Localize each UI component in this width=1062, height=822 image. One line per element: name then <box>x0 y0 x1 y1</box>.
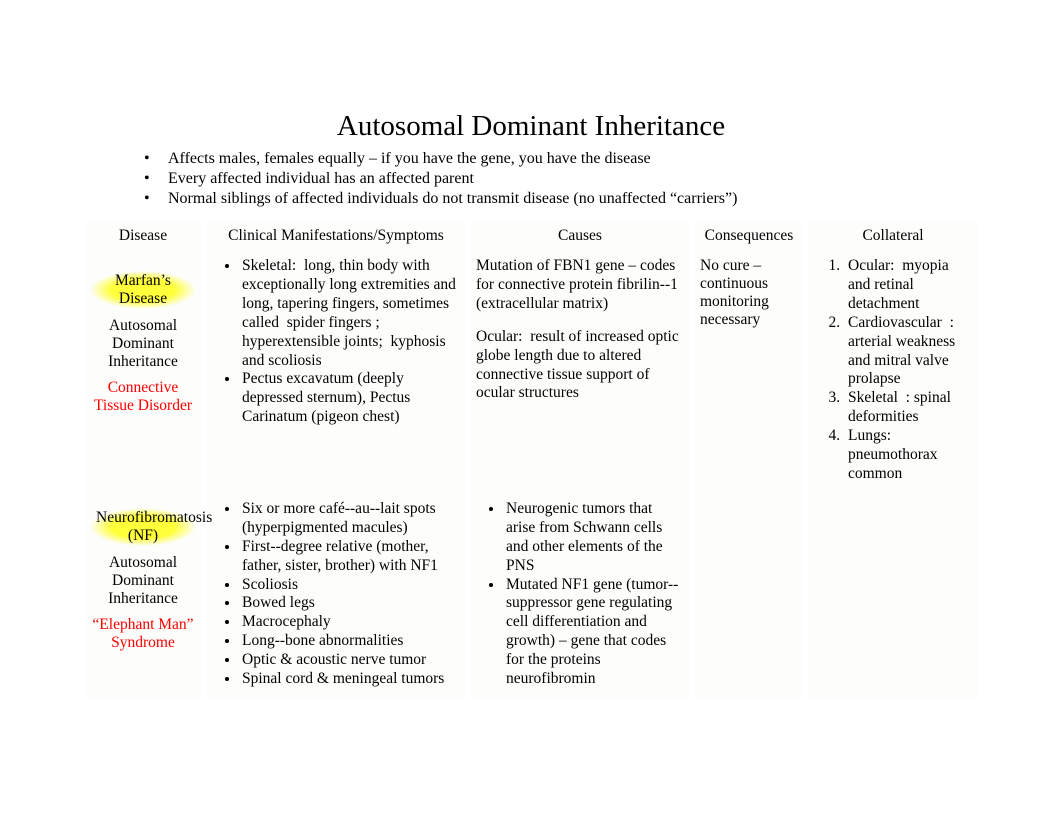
cell-clinical: Six or more café-­-au-­-lait spots (hype… <box>206 494 466 699</box>
list-item: Skeletal : spinal deformities <box>844 389 972 427</box>
cell-consequences: No cure – continuous monitoring necessar… <box>694 251 804 494</box>
list-item: Neurogenic tumors that arise from Schwan… <box>504 500 684 576</box>
intro-item: Every affected individual has an affecte… <box>140 169 982 189</box>
disease-tag: “Elephant Man” Syndrome <box>90 616 196 652</box>
list-item: Mutated NF1 gene (tumor-­-suppressor gen… <box>504 576 684 689</box>
clinical-list: Six or more café-­-au-­-lait spots (hype… <box>212 500 460 689</box>
disease-tag: Connective Tissue Disorder <box>90 379 196 415</box>
cell-disease: Neurofibromatosis (NF) Autosomal Dominan… <box>84 494 202 699</box>
disease-name-highlight: Neurofibromatosis (NF) <box>90 508 196 546</box>
table-header-row: Disease Clinical Manifestations/Symptoms… <box>84 221 978 251</box>
causes-paragraph: Mutation of FBN1 gene – codes for connec… <box>476 257 684 314</box>
disease-name-highlight: Marfan’s Disease <box>90 271 196 309</box>
col-causes-header: Causes <box>470 221 690 251</box>
list-item: Optic & acoustic nerve tumor <box>240 651 460 670</box>
cell-collateral <box>808 494 978 699</box>
cell-collateral: Ocular: myopia and retinal detachment Ca… <box>808 251 978 494</box>
list-item: Cardiovascular : arterial weakness and m… <box>844 314 972 390</box>
cell-causes: Mutation of FBN1 gene – codes for connec… <box>470 251 690 494</box>
list-item: Bowed legs <box>240 594 460 613</box>
causes-list: Neurogenic tumors that arise from Schwan… <box>476 500 684 689</box>
list-item: Spinal cord & meningeal tumors <box>240 670 460 689</box>
table-row: Neurofibromatosis (NF) Autosomal Dominan… <box>84 494 978 699</box>
disease-inheritance: Autosomal Dominant Inheritance <box>90 554 196 608</box>
cell-clinical: Skeletal: long, thin body with exception… <box>206 251 466 494</box>
collateral-list: Ocular: myopia and retinal detachment Ca… <box>814 257 972 484</box>
disease-inheritance: Autosomal Dominant Inheritance <box>90 317 196 371</box>
list-item: Macrocephaly <box>240 613 460 632</box>
cell-disease: Marfan’s Disease Autosomal Dominant Inhe… <box>84 251 202 494</box>
slide: Autosomal Dominant Inheritance Affects m… <box>0 0 1062 699</box>
list-item: Ocular: myopia and retinal detachment <box>844 257 972 314</box>
intro-item: Affects males, females equally – if you … <box>140 149 982 169</box>
clinical-list: Skeletal: long, thin body with exception… <box>212 257 460 427</box>
list-item: Pectus excavatum (deeply depressed stern… <box>240 370 460 427</box>
list-item: Skeletal: long, thin body with exception… <box>240 257 460 370</box>
disease-table: Disease Clinical Manifestations/Symptoms… <box>80 221 982 699</box>
list-item: Scoliosis <box>240 576 460 595</box>
col-collateral-header: Collateral <box>808 221 978 251</box>
list-item: Six or more café-­-au-­-lait spots (hype… <box>240 500 460 538</box>
list-item: First-­-degree relative (mother, father,… <box>240 538 460 576</box>
list-item: Lungs: pneumothorax common <box>844 427 972 484</box>
intro-item: Normal siblings of affected individuals … <box>140 189 982 209</box>
col-disease-header: Disease <box>84 221 202 251</box>
list-item: Long-­-bone abnormalities <box>240 632 460 651</box>
col-clinical-header: Clinical Manifestations/Symptoms <box>206 221 466 251</box>
intro-list: Affects males, females equally – if you … <box>140 149 982 209</box>
col-consequences-header: Consequences <box>694 221 804 251</box>
page-title: Autosomal Dominant Inheritance <box>80 110 982 143</box>
causes-paragraph: Ocular: result of increased optic globe … <box>476 328 684 404</box>
table-row: Marfan’s Disease Autosomal Dominant Inhe… <box>84 251 978 494</box>
cell-causes: Neurogenic tumors that arise from Schwan… <box>470 494 690 699</box>
cell-consequences <box>694 494 804 699</box>
